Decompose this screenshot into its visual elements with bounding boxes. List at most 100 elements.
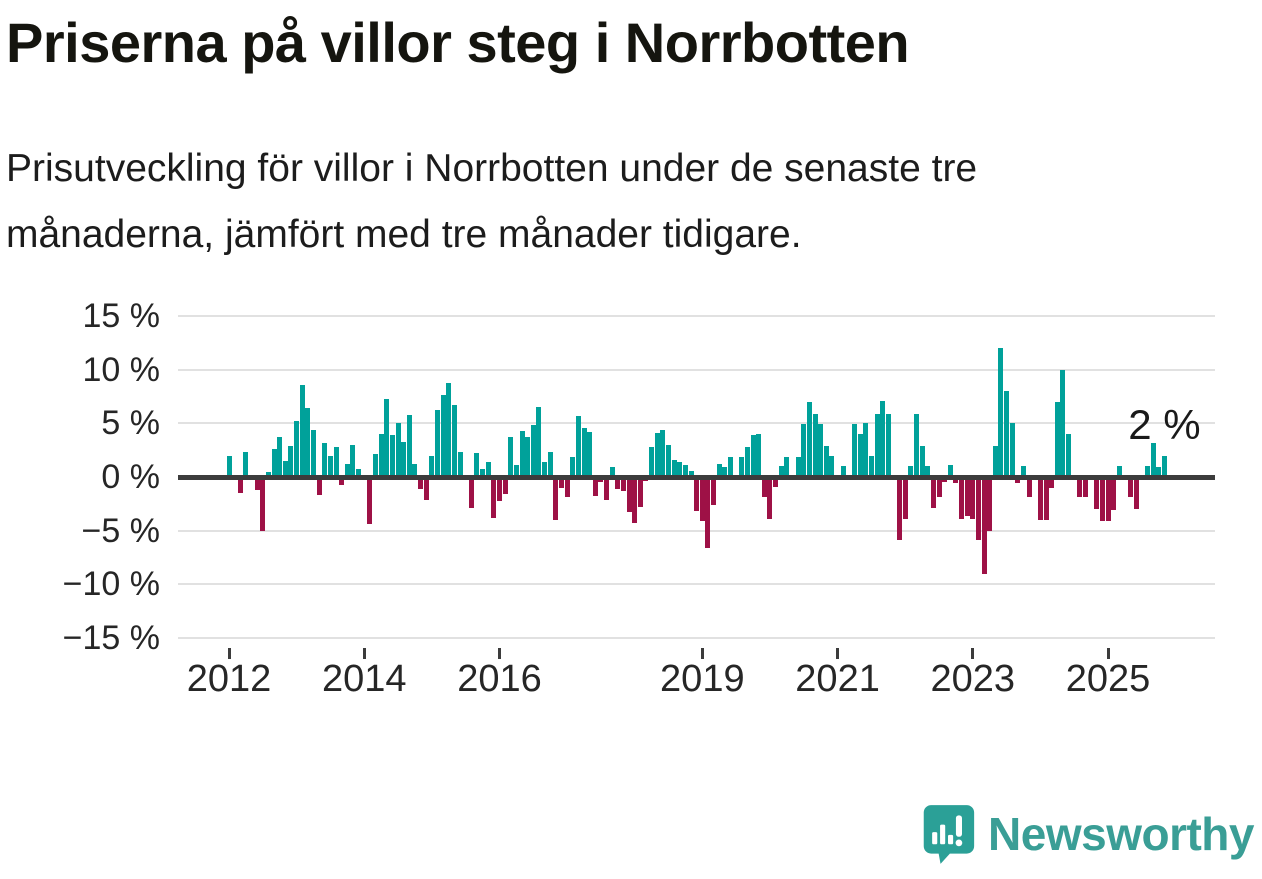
bar-2024-04 [1054,401,1060,477]
bar-2021-05 [857,434,863,477]
bar-2016-01 [496,477,502,501]
bar-2012-10 [277,437,283,477]
bar-2016-12 [558,477,564,488]
bar-2019-09 [744,446,750,477]
bar-2016-05 [519,430,525,477]
bar-2017-03 [575,415,581,477]
bar-2013-06 [322,442,328,477]
bar-2016-06 [525,437,531,477]
bar-2022-06 [930,477,936,509]
bar-2018-12 [694,477,700,512]
bar-2017-06 [592,477,598,497]
x-axis-label-2021: 2021 [795,658,880,700]
y-axis-label--15: −15 % [62,619,160,657]
bar-2020-01 [767,477,773,519]
y-axis-label--5: −5 % [81,511,160,550]
bar-2024-09 [1083,477,1089,498]
bar-2020-08 [806,401,812,477]
x-tick-2014 [362,648,366,659]
bar-2023-08 [1009,423,1015,477]
bar-2019-02 [705,477,711,548]
bar-2023-04 [987,477,993,531]
bar-2015-01 [429,455,435,477]
bar-2025-03 [1116,466,1122,477]
bar-2024-06 [1066,434,1072,477]
bar-2013-07 [327,455,333,477]
bar-2022-05 [925,466,931,477]
bar-2012-09 [271,449,277,477]
x-axis-label-2016: 2016 [457,658,542,700]
x-axis-label-2012: 2012 [186,658,272,700]
bar-2016-04 [513,465,519,477]
bar-2015-03 [440,395,446,477]
bar-2021-02 [840,466,846,477]
bar-2013-11 [350,444,356,477]
bar-2019-03 [711,477,717,505]
bar-2023-05 [992,445,998,477]
bar-2018-09 [677,461,683,477]
bar-2017-04 [581,427,587,477]
newsworthy-logo: Newsworthy [920,803,1254,865]
bar-2018-08 [671,459,677,477]
bar-2017-02 [570,456,576,477]
bar-2021-06 [863,423,869,477]
bar-2019-11 [756,434,762,477]
x-tick-2016 [497,648,501,659]
gridline-15 [178,315,1215,317]
bar-2013-12 [356,469,362,477]
bar-2019-12 [761,477,767,498]
bar-2019-05 [722,467,728,477]
bar-2025-10 [1156,467,1162,477]
y-axis-label-10: 10 % [82,350,161,389]
bar-2014-11 [418,477,424,489]
bar-2012-11 [282,460,288,477]
bar-2015-08 [468,477,474,509]
chart-subtitle: Prisutveckling för villor i Norrbotten u… [6,136,1256,268]
bar-2019-06 [728,456,733,477]
bar-2014-08 [401,441,407,477]
bar-2023-09 [1015,477,1021,484]
gridline--15 [178,637,1215,639]
bar-2015-02 [434,410,440,477]
zero-baseline [178,474,1215,480]
x-axis-label-2023: 2023 [930,658,1016,700]
bar-2015-11 [485,461,491,477]
bar-2021-04 [851,424,857,477]
bar-2017-08 [604,477,610,500]
bar-2014-06 [389,435,395,477]
bar-2018-04 [649,446,655,477]
bar-2024-05 [1060,369,1066,477]
bar-2014-05 [384,398,390,477]
bar-2023-02 [975,477,981,541]
bar-2022-01 [902,477,908,519]
bar-2016-10 [547,452,553,477]
gridline-10 [178,368,1215,371]
bar-2016-09 [542,461,548,477]
bar-2017-12 [626,477,632,513]
bar-2013-04 [311,429,317,477]
bar-2020-03 [778,466,784,477]
bar-2013-08 [333,446,339,477]
bar-2020-09 [812,413,818,477]
bar-2015-05 [451,405,457,477]
bar-2019-04 [716,464,722,477]
bar-2013-10 [344,464,350,477]
chart-subtitle-line-2: månaderna, jämfört med tre månader tidig… [6,213,802,256]
bar-2015-04 [446,382,452,477]
bar-2015-12 [491,477,497,518]
bar-2012-01 [226,455,232,477]
gridline--5 [178,529,1215,532]
bar-2025-11 [1161,455,1167,477]
x-tick-2019 [700,648,704,659]
bar-2012-03 [237,477,243,494]
bar-2014-02 [367,477,373,525]
bar-2024-03 [1049,477,1055,488]
bar-2022-02 [908,466,914,477]
bar-2023-10 [1021,466,1027,477]
bar-2012-04 [243,452,249,477]
bar-2022-03 [913,413,919,477]
bar-2018-02 [637,477,643,508]
bar-2024-02 [1043,477,1049,520]
bar-2021-09 [880,400,886,477]
gridline-5 [178,422,1215,425]
